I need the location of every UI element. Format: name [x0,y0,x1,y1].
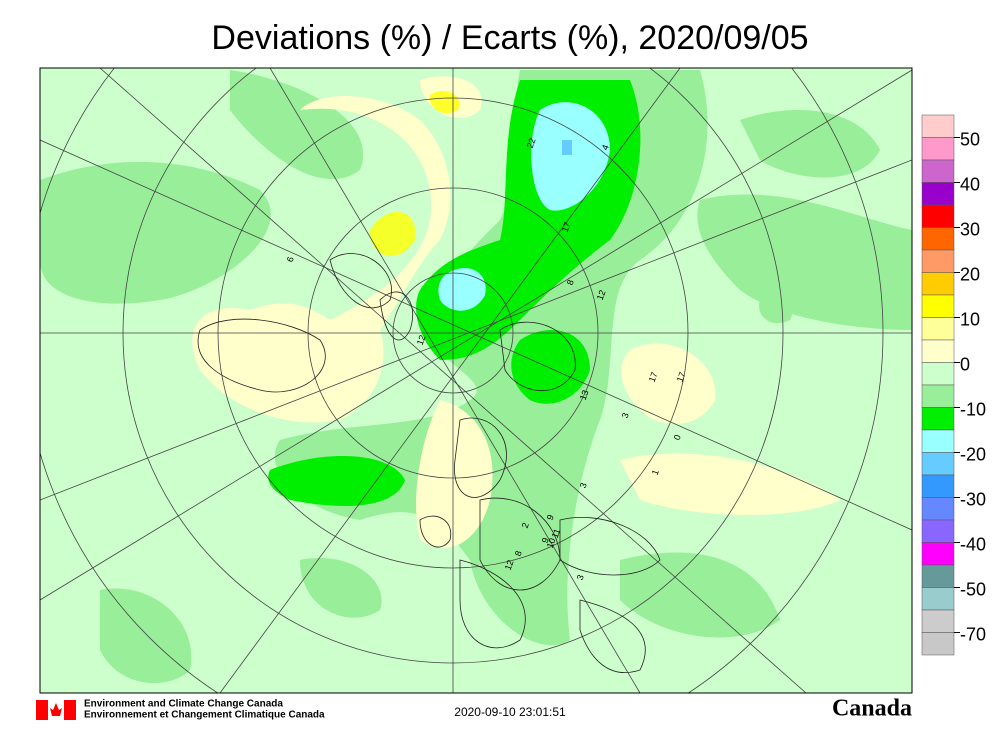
station-label: 13 [578,389,591,402]
agency-en: Environment and Climate Change Canada [84,699,283,710]
legend-swatch [921,227,955,251]
legend: 50 40 30 20 10 0 -10 -20 -30 -40 -50 -70 [921,114,986,656]
legend-swatch [921,632,955,656]
maple-leaf [50,703,62,716]
legend-swatch [921,159,955,183]
legend-swatch [921,249,955,273]
legend-label: 20 [960,264,980,284]
station-label: 2 [520,521,531,529]
legend-label: 30 [960,219,980,239]
legend-label: 10 [960,309,980,329]
station-label: 12 [415,334,428,347]
legend-swatch [921,362,955,386]
station-label: 3 [620,411,631,419]
station-label: 12 [595,289,608,302]
legend-label: 40 [960,174,980,194]
station-label: 0 [672,433,683,441]
station-label: 8 [565,278,576,286]
legend-swatch [921,294,955,318]
legend-label: 50 [960,129,980,149]
legend-label: -10 [960,399,986,419]
legend-swatch [921,429,955,453]
legend-swatch [921,497,955,521]
legend-swatch [921,114,955,138]
legend-label: -20 [960,444,986,464]
station-label: 3 [575,573,586,581]
legend-swatch [921,474,955,498]
legend-swatch [921,407,955,431]
station-label: 9 [545,513,556,521]
station-label: 8 [513,549,524,557]
legend-swatch [921,587,955,611]
station-label: 17 [647,371,660,384]
legend-swatch [921,609,955,633]
legend-swatch [921,564,955,588]
station-label: 17 [675,371,688,384]
legend-swatch [921,317,955,341]
legend-swatch [921,204,955,228]
legend-label: -50 [960,579,986,599]
station-label: 17 [560,221,573,234]
station-label: 12 [503,559,516,572]
station-label: 10 [545,537,558,550]
station-label: 11 [550,527,563,539]
legend-label: 0 [960,354,970,374]
station-label: 1 [650,468,661,476]
wordmark: Canada [832,696,912,722]
legend-swatch [921,182,955,206]
legend-swatch [921,519,955,543]
station-label: 9 [540,536,551,544]
agency-fr: Environnement et Changement Climatique C… [84,710,325,721]
title: Deviations (%) / Ecarts (%), 2020/09/05 [211,19,808,57]
legend-label: -30 [960,489,986,509]
legend-label: -40 [960,534,986,554]
station-label: 3 [578,481,589,489]
legend-swatch [921,542,955,566]
timestamp: 2020-09-10 23:01:51 [454,705,566,719]
map-frame [39,67,913,694]
legend-swatch [921,137,955,161]
station-label: 4 [600,143,611,151]
station-label: 6 [285,255,296,263]
legend-swatch [921,384,955,408]
legend-swatch [921,339,955,363]
station-label: 22 [525,137,538,150]
legend-swatch [921,452,955,476]
legend-swatch [921,272,955,296]
legend-label: -70 [960,624,986,644]
